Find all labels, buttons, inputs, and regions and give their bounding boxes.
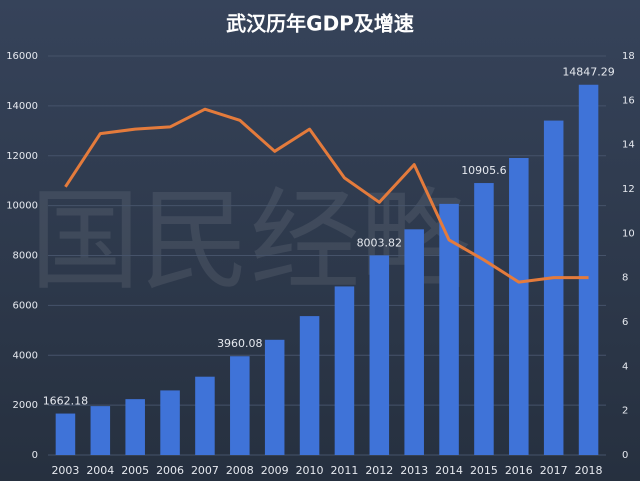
x-tick-label: 2014 xyxy=(435,464,463,477)
x-tick-label: 2013 xyxy=(400,464,428,477)
bar xyxy=(264,339,285,455)
y2-tick-label: 18 xyxy=(622,51,635,62)
y2-tick-label: 0 xyxy=(622,450,628,461)
y2-tick-label: 14 xyxy=(622,140,635,151)
x-tick-label: 2010 xyxy=(296,464,324,477)
bar xyxy=(439,203,459,455)
x-tick-label: 2004 xyxy=(86,464,114,477)
x-tick-label: 2016 xyxy=(505,464,533,477)
bar xyxy=(125,399,145,455)
value-label: 3960.08 xyxy=(217,337,263,350)
bar xyxy=(230,356,250,455)
y-tick-label: 14000 xyxy=(6,101,38,112)
x-tick-label: 2018 xyxy=(575,464,603,477)
bar xyxy=(509,157,529,455)
bar xyxy=(334,286,355,455)
x-tick-label: 2005 xyxy=(121,464,149,477)
bar xyxy=(90,406,111,455)
growth-line xyxy=(64,107,589,284)
x-tick-label: 2007 xyxy=(191,464,219,477)
x-tick-label: 2012 xyxy=(365,464,393,477)
y-tick-label: 12000 xyxy=(6,151,38,162)
bar xyxy=(299,316,320,455)
x-tick-label: 2006 xyxy=(156,464,184,477)
y-tick-label: 2000 xyxy=(13,400,38,411)
bar xyxy=(578,84,599,456)
x-tick-label: 2008 xyxy=(226,464,254,477)
y-tick-label: 0 xyxy=(32,450,38,461)
y2-tick-label: 6 xyxy=(622,317,628,328)
y-tick-label: 16000 xyxy=(6,51,38,62)
bar xyxy=(369,255,390,455)
y-tick-label: 8000 xyxy=(13,251,38,262)
y2-tick-label: 12 xyxy=(622,184,635,195)
bar xyxy=(404,229,424,455)
x-tick-label: 2009 xyxy=(261,464,289,477)
value-label: 8003.82 xyxy=(357,236,403,249)
bar xyxy=(55,413,76,455)
y2-tick-label: 10 xyxy=(622,228,635,239)
y-tick-label: 4000 xyxy=(13,350,38,361)
bar xyxy=(543,120,564,455)
y2-tick-label: 16 xyxy=(622,95,635,106)
watermark: 国民经略 xyxy=(30,177,470,305)
x-tick-label: 2015 xyxy=(470,464,498,477)
x-tick-label: 2003 xyxy=(51,464,79,477)
y-tick-label: 10000 xyxy=(6,201,38,212)
bar xyxy=(160,390,180,455)
y-tick-label: 6000 xyxy=(13,300,38,311)
value-label: 14847.29 xyxy=(562,66,615,79)
bar xyxy=(195,376,215,455)
value-label: 1662.18 xyxy=(43,395,89,408)
bar xyxy=(474,183,494,455)
value-label: 10905.6 xyxy=(461,164,507,177)
y2-tick-label: 4 xyxy=(622,361,628,372)
x-tick-label: 2011 xyxy=(330,464,358,477)
x-tick-label: 2017 xyxy=(540,464,568,477)
y2-tick-label: 2 xyxy=(622,406,628,417)
chart-title: 武汉历年GDP及增速 xyxy=(226,12,414,36)
y2-tick-label: 8 xyxy=(622,273,628,284)
